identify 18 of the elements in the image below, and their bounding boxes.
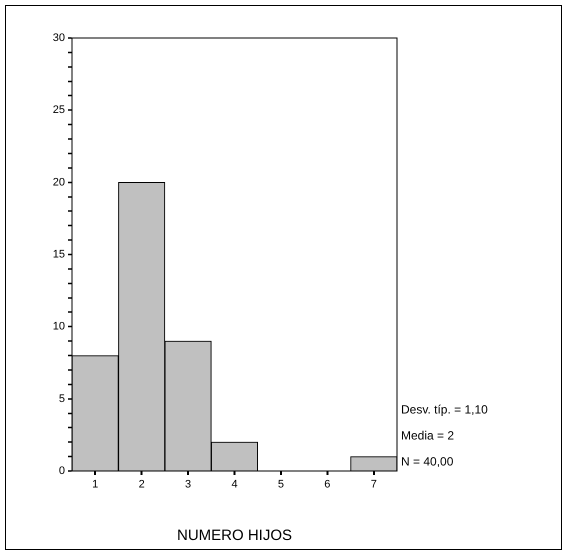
- y-tick-label: 5: [58, 392, 65, 405]
- x-tick-label: 3: [185, 478, 192, 491]
- x-tick-label: 2: [138, 478, 145, 491]
- x-tick-label: 7: [370, 478, 377, 491]
- x-tick-label: 4: [231, 478, 238, 491]
- x-tick-label: 1: [92, 478, 98, 491]
- y-tick-label: 20: [52, 176, 65, 188]
- text: Media = 2: [401, 428, 454, 442]
- y-tick-label: 30: [52, 32, 65, 44]
- y-tick-label: 10: [52, 320, 65, 333]
- x-tick-label: 5: [278, 478, 284, 491]
- y-tick-label: 15: [52, 248, 65, 261]
- text: Desv. típ. = 1,10: [401, 402, 488, 416]
- x-tick-label: 6: [324, 478, 330, 491]
- y-tick-label: 0: [58, 465, 65, 478]
- x-axis-title: NUMERO HIJOS: [176, 527, 292, 544]
- y-tick-label: 25: [52, 104, 65, 116]
- text: N = 40,00: [401, 454, 454, 468]
